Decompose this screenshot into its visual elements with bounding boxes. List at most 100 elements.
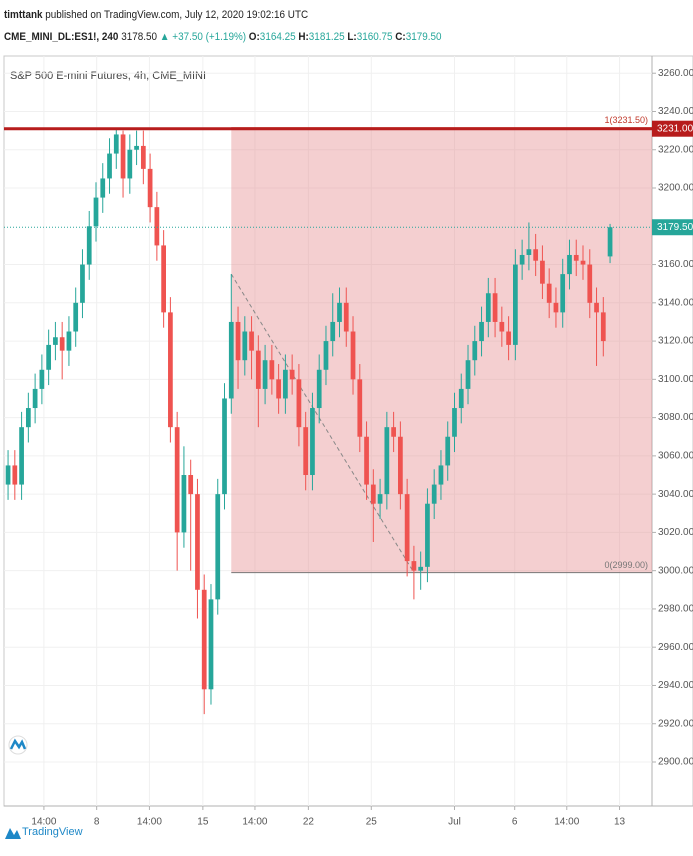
x-tick-label: 14:00 xyxy=(137,817,162,828)
candles xyxy=(5,128,613,715)
candle-body xyxy=(553,302,559,313)
ohlc-value: 3179.50 xyxy=(405,31,442,43)
candle-body xyxy=(188,475,194,495)
last-price-label: 3179.50 xyxy=(657,222,693,233)
candle-body xyxy=(303,427,309,476)
candle-body xyxy=(323,341,329,370)
fib-zone xyxy=(231,127,652,573)
candle-body xyxy=(330,321,336,342)
trend-line xyxy=(230,273,415,573)
candle-body xyxy=(364,436,369,485)
candle-body xyxy=(458,388,464,409)
candle-body xyxy=(404,494,410,562)
candle-body xyxy=(600,312,606,342)
y-tick-label: 3140.00 xyxy=(658,297,693,308)
candle-body xyxy=(492,293,498,322)
publish-line: timttank published on TradingView.com, J… xyxy=(4,9,308,21)
candle-body xyxy=(107,153,112,179)
candle-body xyxy=(39,369,45,389)
candle-body xyxy=(567,254,572,275)
candle-body xyxy=(276,379,281,399)
candle-body xyxy=(228,321,234,399)
chart-title: S&P 500 E-mini Futures, 4h, CME_MINI xyxy=(10,70,206,82)
candle-body xyxy=(289,369,295,380)
candle-body xyxy=(533,249,539,261)
candle-body xyxy=(296,379,302,428)
ohlc-value: 3181.25 xyxy=(308,31,345,43)
author: timttank xyxy=(4,9,43,21)
published: published on TradingView.com, July 12, 2… xyxy=(45,9,309,21)
candle-body xyxy=(452,408,457,437)
candle-body xyxy=(19,427,24,485)
candle-body xyxy=(573,254,579,261)
candle-body xyxy=(479,321,484,342)
x-tick-label: 25 xyxy=(366,817,378,828)
candle-body xyxy=(147,168,153,208)
candle-body xyxy=(235,321,241,361)
ohlc-value: 3164.25 xyxy=(259,31,296,43)
y-tick-label: 3240.00 xyxy=(658,106,693,117)
candle-body xyxy=(53,337,58,345)
candle-body xyxy=(506,331,511,345)
candle-body xyxy=(391,427,396,437)
last: 3178.50 xyxy=(121,31,157,43)
y-tick-label: 2900.00 xyxy=(658,757,693,768)
candle-body xyxy=(80,264,85,303)
y-tick-label: 2960.00 xyxy=(658,642,693,653)
candle-body xyxy=(59,337,65,351)
x-tick-label: 8 xyxy=(94,817,100,828)
ohlc-value: 3160.75 xyxy=(356,31,393,43)
candle-body xyxy=(587,264,593,303)
candle-body xyxy=(418,566,424,571)
candle-body xyxy=(120,134,126,179)
candle-body xyxy=(32,388,38,409)
y-tick-label: 3260.00 xyxy=(658,68,693,79)
x-tick-label: 14:00 xyxy=(554,817,579,828)
y-tick-label: 2940.00 xyxy=(658,680,693,691)
candle-body xyxy=(485,293,491,322)
candle-body xyxy=(580,260,586,265)
y-tick-label: 2980.00 xyxy=(658,604,693,615)
candle-body xyxy=(445,436,451,466)
y-tick-label: 2920.00 xyxy=(658,718,693,729)
y-tick-label: 3220.00 xyxy=(658,144,693,155)
y-tick-label: 3120.00 xyxy=(658,336,693,347)
footer-brand: TradingView xyxy=(22,826,83,838)
candle-body xyxy=(431,484,437,504)
ohlc-key: O: xyxy=(248,31,260,43)
candle-body xyxy=(86,226,92,265)
change: ▲ +37.50 (+1.19%) xyxy=(159,31,247,43)
candle-body xyxy=(195,494,200,590)
candle-body xyxy=(249,331,254,351)
candle-body xyxy=(425,503,430,567)
ohlc-key: H: xyxy=(298,31,309,43)
candle-body xyxy=(377,494,383,504)
y-tick-label: 3080.00 xyxy=(658,412,693,423)
candle-body xyxy=(343,302,349,332)
candle-body xyxy=(316,369,322,409)
candle-body xyxy=(269,360,275,380)
candle-body xyxy=(512,264,518,345)
y-tick-label: 3160.00 xyxy=(658,259,693,270)
candle-body xyxy=(93,197,99,227)
y-tick-label: 3100.00 xyxy=(658,374,693,385)
x-tick-label: Jul xyxy=(448,817,461,828)
candle-body xyxy=(411,561,417,571)
candle-body xyxy=(46,344,52,370)
x-tick-label: 13 xyxy=(614,817,626,828)
x-tick-label: 6 xyxy=(512,817,518,828)
candle-body xyxy=(357,379,363,437)
legend-line: CME_MINI_DL:ES1!, 240 3178.50 ▲ +37.50 (… xyxy=(4,31,441,43)
ohlc-key: L: xyxy=(347,31,357,43)
candle-body xyxy=(526,249,532,255)
ohlc-key: C: xyxy=(395,31,406,43)
candle-body xyxy=(127,149,133,179)
candle-body xyxy=(161,245,166,313)
resistance-tag xyxy=(652,120,693,137)
y-tick-label: 3040.00 xyxy=(658,489,693,500)
candle-body xyxy=(181,475,187,533)
candle-body xyxy=(242,331,248,361)
candle-body xyxy=(283,369,288,399)
